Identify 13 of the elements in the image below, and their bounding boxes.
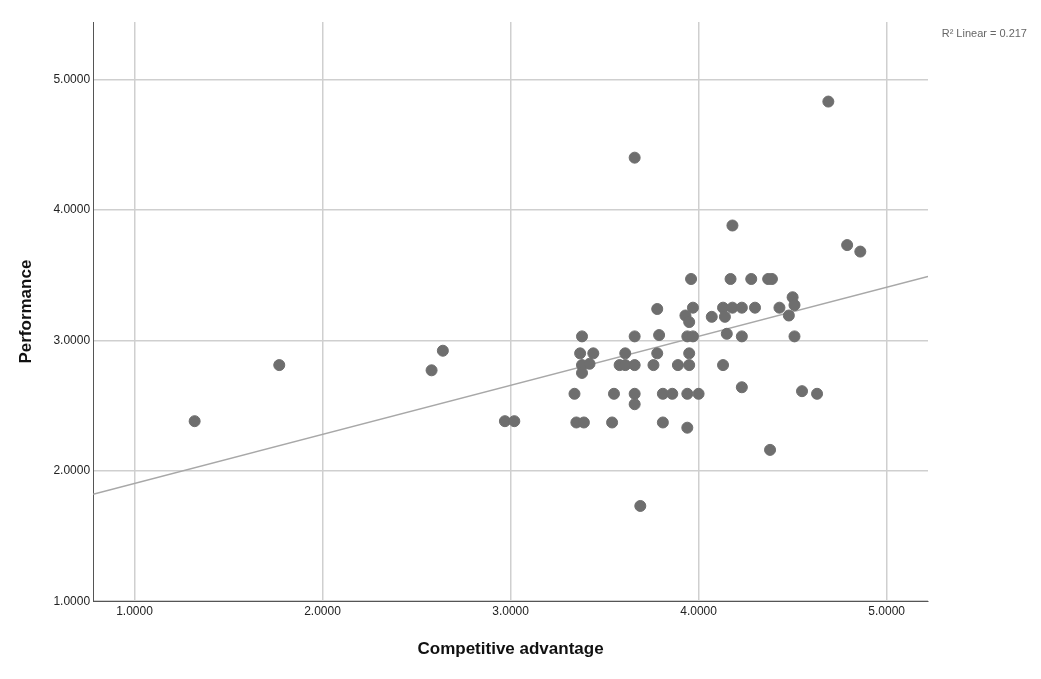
y-tick-label: 5.0000	[53, 71, 91, 86]
x-tick-label: 2.0000	[304, 603, 342, 618]
x-tick-label: 3.0000	[492, 603, 530, 618]
y-axis-title: Performance	[15, 259, 35, 364]
y-tick-label: 4.0000	[53, 202, 91, 217]
x-tick-label: 1.0000	[116, 603, 154, 618]
x-axis-title: Competitive advantage	[417, 639, 604, 659]
x-tick-label: 5.0000	[868, 603, 906, 618]
text: R² Linear = 0.217	[941, 26, 1027, 39]
x-tick-label: 4.0000	[680, 603, 718, 618]
y-tick-label: 1.0000	[53, 593, 91, 608]
y-tick-label: 2.0000	[53, 463, 91, 478]
y-tick-label: 3.0000	[53, 332, 91, 347]
